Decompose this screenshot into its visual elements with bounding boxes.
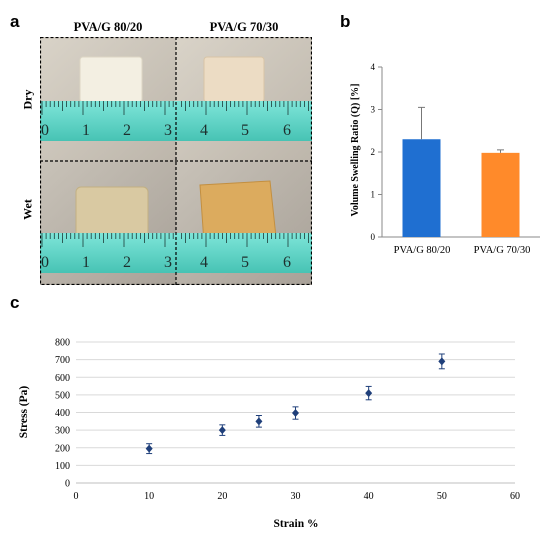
scatter-x-tick-label: 40 [364,491,374,502]
ruler-number: 3 [164,122,172,139]
panel-label-a: a [10,12,20,31]
column-label-70-30: PVA/G 70/30 [209,20,279,34]
row-label-wet: Wet [20,199,35,220]
scatter-x-tick-label: 30 [291,491,301,502]
ruler-number: 5 [241,122,249,139]
bar-y-tick-label: 1 [371,190,376,200]
scatter-y-tick-label: 700 [55,355,70,366]
row-label-dry: Dry [20,89,35,110]
bar-chart-ylabel: Volume Swelling Ratio (Q) [%] [350,84,361,217]
scatter-x-tick-label: 50 [437,491,447,502]
scatter-y-tick-label: 200 [55,443,70,454]
scatter-chart: Stress (Pa) Strain % 0100200300400500600… [18,338,520,531]
ruler-number: 1 [82,122,90,139]
sample-photo-grid: 0 1 2 3 4 5 6 0 1 2 3 4 5 6 [40,37,312,285]
ruler-number: 4 [200,254,208,271]
bar-y-tick-label: 3 [371,105,376,115]
bar-y-tick-label: 0 [371,232,376,242]
scatter-y-tick-label: 500 [55,390,70,401]
scatter-x-tick-label: 60 [510,491,520,502]
ruler-number: 1 [82,254,90,271]
scatter-point [145,444,153,453]
ruler-wet-right [176,233,312,273]
ruler-number: 2 [123,122,131,139]
scatter-xlabel: Strain % [273,518,318,530]
ruler-number: 2 [123,254,131,271]
ruler-number: 4 [200,122,208,139]
ruler-number: 3 [164,254,172,271]
ruler-dry-right [176,101,312,141]
scatter-y-tick-label: 300 [55,426,70,437]
scatter-y-tick-label: 0 [65,479,70,490]
bar-y-tick-label: 4 [371,62,376,72]
scatter-y-tick-label: 800 [55,338,70,349]
scatter-x-tick-label: 10 [144,491,154,502]
ruler-number: 0 [41,254,49,271]
bar-category-label: PVA/G 80/20 [394,245,451,256]
scatter-point [292,409,299,418]
scatter-x-tick-label: 0 [74,491,79,502]
ruler-number: 6 [283,254,291,271]
scatter-point [438,357,446,366]
bar-y-tick-label: 2 [371,147,376,157]
column-label-80-20: PVA/G 80/20 [73,20,143,34]
bar [402,139,441,237]
panel-label-c: c [10,293,20,312]
scatter-x-tick-label: 20 [217,491,227,502]
sample-wet-80-20 [75,186,149,240]
scatter-y-tick-label: 100 [55,461,70,472]
scatter-point [255,417,263,426]
scatter-point [218,426,226,435]
sample-dry-80-20 [79,56,143,103]
bar-category-label: PVA/G 70/30 [474,245,531,256]
bar-chart: Volume Swelling Ratio (Q) [%] 0 1 2 3 4 PVA/… [350,62,540,256]
ruler-number: 5 [241,254,249,271]
sample-dry-70-30 [203,56,265,103]
ruler-number: 0 [41,122,49,139]
panel-label-b: b [340,12,351,31]
bar [481,152,520,237]
scatter-point [365,389,373,398]
scatter-y-tick-label: 600 [55,373,70,384]
scatter-y-tick-label: 400 [55,408,70,419]
scatter-ylabel: Stress (Pa) [18,386,30,439]
ruler-number: 6 [283,122,291,139]
